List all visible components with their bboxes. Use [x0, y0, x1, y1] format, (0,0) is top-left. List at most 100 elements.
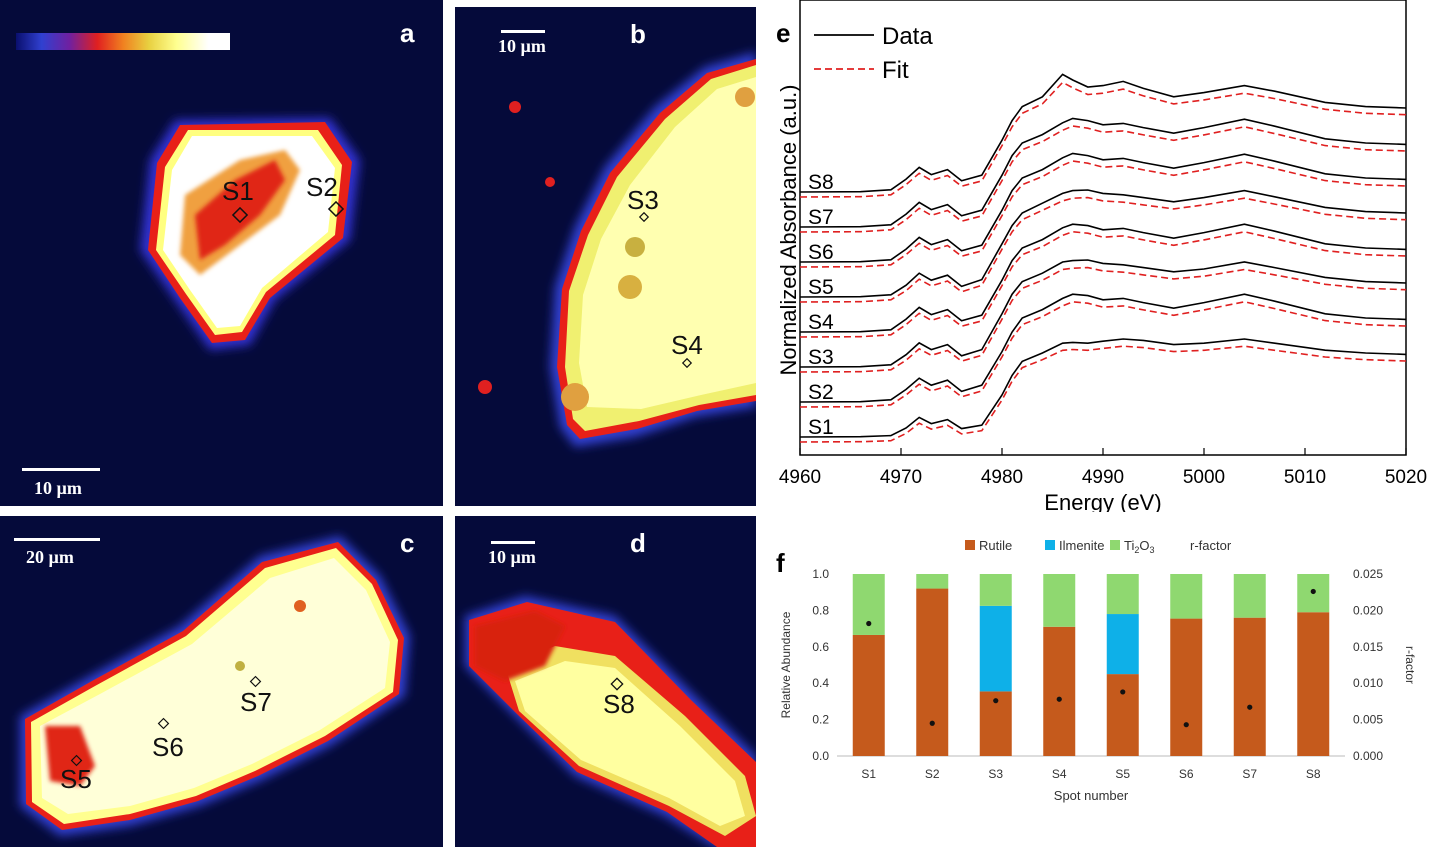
- map-image-a: [16, 33, 360, 350]
- legend-swatch-ilmenite: [1045, 540, 1055, 550]
- bar-ti2o3-s3: [979, 574, 1012, 606]
- legend-label-ti2o3: Ti2O3: [1124, 538, 1155, 555]
- scale-bar-line: [14, 538, 100, 541]
- x-tick-label: S2: [925, 767, 940, 781]
- x-tick-label: S6: [1179, 767, 1194, 781]
- fit-line-s1: [799, 345, 1407, 443]
- rfactor-point-s5: [1120, 689, 1126, 695]
- panel-label-d: d: [630, 528, 646, 558]
- scale-bar-line: [501, 30, 545, 33]
- spot-markers-b: [638, 211, 693, 369]
- legend-label-rutile: Rutile: [979, 538, 1012, 553]
- x-tick-label: S3: [988, 767, 1003, 781]
- y-tick-label: 0.2: [812, 713, 829, 727]
- panel-label-b: b: [630, 19, 646, 49]
- bar-rutile-s8: [1297, 612, 1330, 756]
- scale-bar-text: 10 µm: [488, 547, 536, 567]
- legend-label-ilmenite: Ilmenite: [1059, 538, 1105, 553]
- spot-label-s4: S4: [671, 330, 703, 360]
- map-panel-a: a 10 µm S1 S2: [0, 0, 443, 506]
- rfactor-point-s2: [929, 720, 935, 726]
- bar-ilmenite-s3: [979, 605, 1012, 692]
- spot-markers-c: [70, 675, 262, 767]
- y-tick-label: 1.0: [812, 567, 829, 581]
- rfactor-point-s4: [1056, 696, 1062, 702]
- fit-line-s6: [799, 160, 1407, 268]
- map-image-d: [465, 596, 756, 847]
- bar-rutile-s5: [1106, 674, 1139, 756]
- bar-ti2o3-s5: [1106, 574, 1139, 615]
- bar-ti2o3-s6: [1170, 574, 1203, 619]
- y2-tick-label: 0.010: [1353, 676, 1383, 690]
- bar-ti2o3-s7: [1233, 574, 1266, 618]
- series-label-s1: S1: [808, 416, 834, 439]
- bar-rutile-s2: [916, 588, 949, 756]
- y-tick-label: 0.8: [812, 603, 829, 617]
- rfactor-point-s1: [866, 620, 872, 627]
- data-line-s8: [799, 73, 1407, 193]
- data-line-s6: [799, 152, 1407, 263]
- fit-line-s8: [799, 81, 1407, 198]
- rfactor-point-s6: [1183, 722, 1189, 728]
- map-panel-d: d 10 µm S8: [455, 516, 756, 847]
- spot-label-s8: S8: [603, 689, 635, 719]
- fit-line-s3: [799, 266, 1407, 373]
- scale-bar-line: [491, 541, 535, 544]
- legend-fit-label: Fit: [882, 57, 909, 84]
- legend-data-label: Data: [882, 23, 933, 50]
- scale-bar-text: 10 µm: [498, 36, 546, 56]
- data-line-s7: [799, 117, 1407, 228]
- y-tick-label: 0.0: [812, 749, 829, 763]
- x-tick-label: 5010: [1284, 467, 1326, 488]
- series-label-s7: S7: [808, 206, 834, 229]
- x-tick-label: 5020: [1385, 467, 1427, 488]
- rfactor-point-s3: [993, 698, 999, 704]
- series-label-s6: S6: [808, 241, 834, 264]
- legend-label-r-factor: r-factor: [1190, 538, 1232, 553]
- rfactor-point-s7: [1247, 704, 1253, 710]
- spot-markers-d: [610, 677, 624, 691]
- legend-swatch-rutile: [965, 540, 975, 550]
- spot-label-s7: S7: [240, 687, 272, 717]
- series-label-s4: S4: [808, 311, 834, 334]
- x-tick-label: 4970: [880, 467, 922, 488]
- map-image-b: [478, 52, 756, 447]
- scale-bar-text: 10 µm: [34, 478, 82, 498]
- x-axis-label: Spot number: [1054, 788, 1129, 803]
- y-axis-label: Relative Abundance: [779, 611, 793, 718]
- bar-rutile-s4: [1043, 626, 1076, 756]
- bar-ti2o3-s2: [916, 574, 949, 589]
- fit-line-s2: [799, 300, 1407, 408]
- data-line-s4: [799, 223, 1407, 333]
- map-image-c: [20, 536, 410, 836]
- x-tick-label: S8: [1306, 767, 1321, 781]
- abundance-chart: 0.0 0.2 0.4 0.6 0.8 1.0 0.000 0.005 0.010 0.015 0.…: [779, 538, 1417, 803]
- bar-ilmenite-s5: [1106, 614, 1139, 675]
- x-tick-label: S1: [861, 767, 876, 781]
- colorbar: [16, 33, 230, 50]
- x-tick-label: 4980: [981, 467, 1023, 488]
- y-axis-label: Normalized Absorbance (a.u.): [776, 84, 801, 375]
- data-line-s5: [799, 189, 1407, 298]
- rfactor-point-s8: [1310, 588, 1316, 595]
- scale-bar-text: 20 µm: [26, 547, 74, 567]
- spot-label-s1: S1: [222, 176, 254, 206]
- bar-rutile-s1: [852, 634, 885, 756]
- y-tick-label: 0.4: [812, 676, 829, 690]
- series-label-s5: S5: [808, 276, 834, 299]
- x-axis-label: Energy (eV): [1044, 490, 1161, 512]
- fit-line-s7: [799, 125, 1407, 233]
- x-tick-label: S5: [1115, 767, 1130, 781]
- panel-label-c: c: [400, 528, 415, 558]
- spot-label-s5: S5: [60, 764, 92, 794]
- y2-tick-label: 0.025: [1353, 567, 1383, 581]
- y2-tick-label: 0.020: [1353, 603, 1383, 617]
- series-label-s8: S8: [808, 171, 834, 194]
- fit-line-s4: [799, 230, 1407, 338]
- spot-label-s3: S3: [627, 185, 659, 215]
- panel-label-f: f: [776, 548, 785, 578]
- bar-rutile-s7: [1233, 617, 1266, 756]
- x-tick-label: 5000: [1183, 467, 1225, 488]
- x-tick-label: 4990: [1082, 467, 1124, 488]
- bar-rutile-s6: [1170, 618, 1203, 756]
